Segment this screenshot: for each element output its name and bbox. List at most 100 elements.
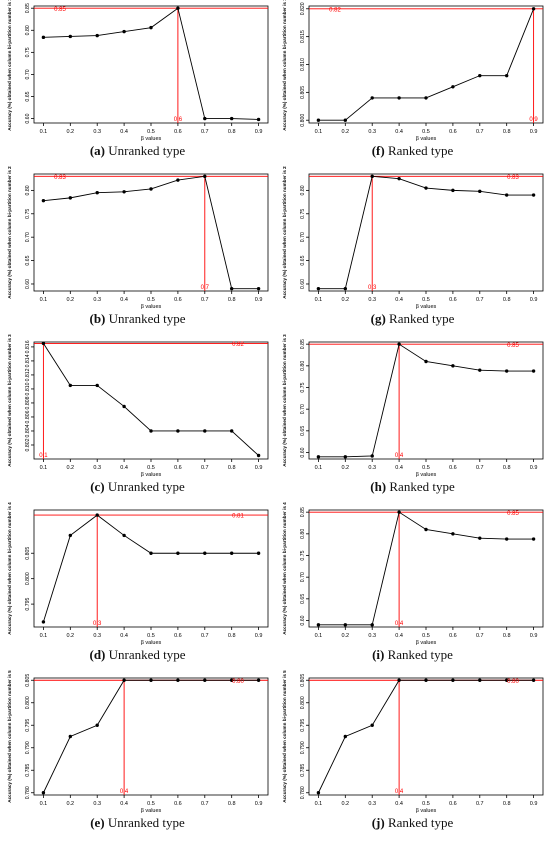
- y-tick-label: 0.806: [25, 410, 31, 423]
- max-accuracy-label: 0.81: [232, 514, 244, 520]
- data-point: [68, 533, 73, 538]
- x-tick-label: 0.8: [228, 297, 236, 303]
- x-axis-label: β values: [416, 640, 437, 646]
- x-tick-label: 0.2: [341, 297, 349, 303]
- y-tick-label: 0.60: [25, 279, 31, 289]
- y-tick-label: 0.85: [300, 339, 306, 349]
- panel-caption: (c) Unranked type: [0, 479, 275, 495]
- data-point: [451, 85, 455, 89]
- data-point: [343, 286, 348, 291]
- x-tick-label: 0.9: [255, 465, 263, 471]
- x-tick-label: 0.1: [40, 297, 48, 303]
- y-tick-label: 0.810: [300, 58, 306, 71]
- chart-panel-g: 0.1 0.2 0.3 0.4 0.5 0.6 0.7 0.8 0.9 β values 0.60 0…: [275, 166, 550, 336]
- best-beta-label: 0.4: [120, 789, 129, 795]
- chart-panel-c: 0.1 0.2 0.3 0.4 0.5 0.6 0.7 0.8 0.9 β values 0.802…: [0, 334, 275, 504]
- caption-text: Unranked type: [104, 479, 185, 494]
- data-point: [424, 186, 428, 190]
- y-tick-label: 0.812: [25, 368, 31, 381]
- best-beta-label: 0.7: [201, 285, 210, 291]
- plot-frame: [308, 5, 544, 124]
- x-tick-label: 0.3: [93, 633, 101, 639]
- y-tick-label: 0.795: [300, 719, 306, 732]
- x-tick-label: 0.7: [201, 129, 209, 135]
- x-tick-label: 0.4: [120, 633, 128, 639]
- caption-text: Ranked type: [384, 143, 454, 158]
- data-point: [149, 678, 153, 682]
- panel-caption: (i) Ranked type: [275, 647, 550, 663]
- x-axis-label: β values: [416, 304, 437, 310]
- caption-letter: (c): [90, 479, 105, 494]
- x-tick-label: 0.3: [93, 129, 101, 135]
- y-tick-label: 0.804: [25, 424, 31, 437]
- x-tick-label: 0.2: [341, 465, 349, 471]
- data-point: [504, 537, 509, 541]
- y-tick-label: 0.65: [25, 255, 31, 265]
- y-tick-label: 0.805: [25, 674, 31, 687]
- x-tick-label: 0.5: [147, 297, 155, 303]
- x-axis-label: β values: [141, 640, 162, 646]
- max-accuracy-label: 0.82: [232, 342, 244, 348]
- y-tick-label: 0.780: [300, 786, 306, 799]
- x-tick-label: 0.7: [201, 633, 209, 639]
- x-tick-label: 0.9: [255, 297, 263, 303]
- data-point: [316, 286, 321, 291]
- x-tick-label: 0.4: [395, 129, 403, 135]
- accuracy-series-line: [43, 679, 259, 793]
- y-tick-label: 0.80: [25, 25, 31, 35]
- x-tick-label: 0.2: [66, 801, 74, 807]
- y-axis-label: Accuracy (%) obtained when column bi-par…: [7, 0, 12, 131]
- data-point: [256, 678, 261, 682]
- y-axis-label: Accuracy (%) obtained when column bi-par…: [282, 334, 287, 467]
- y-tick-label: 0.70: [25, 232, 31, 242]
- data-point: [478, 73, 482, 78]
- x-tick-label: 0.8: [503, 129, 511, 135]
- chart-i: 0.1 0.2 0.3 0.4 0.5 0.6 0.7 0.8 0.9 β values 0.60 0…: [282, 502, 544, 646]
- x-tick-label: 0.1: [40, 465, 48, 471]
- chart-panel-e: 0.1 0.2 0.3 0.4 0.5 0.6 0.7 0.8 0.9 β values 0.780…: [0, 670, 275, 840]
- best-beta-label: 0.9: [529, 117, 538, 123]
- y-tick-label: 0.75: [25, 209, 31, 219]
- x-tick-label: 0.5: [147, 129, 155, 135]
- x-tick-label: 0.8: [228, 129, 236, 135]
- x-tick-label: 0.5: [422, 129, 430, 135]
- data-point: [316, 791, 321, 795]
- x-tick-label: 0.2: [66, 633, 74, 639]
- y-tick-label: 0.785: [25, 764, 31, 777]
- y-tick-label: 0.75: [25, 47, 31, 57]
- y-tick-label: 0.80: [25, 185, 31, 195]
- x-axis-label: β values: [141, 304, 162, 310]
- plot-frame: [33, 509, 269, 628]
- accuracy-series-line: [43, 343, 259, 456]
- data-point: [229, 116, 234, 121]
- chart-f: 0.1 0.2 0.3 0.4 0.5 0.6 0.7 0.8 0.9 β values 0.800…: [282, 0, 544, 142]
- data-point: [531, 537, 536, 541]
- y-tick-label: 0.816: [25, 340, 31, 353]
- x-tick-label: 0.3: [93, 801, 101, 807]
- x-tick-label: 0.6: [449, 633, 457, 639]
- panel-caption: (h) Ranked type: [275, 479, 550, 495]
- plot-frame: [308, 341, 544, 460]
- data-point: [149, 551, 153, 555]
- x-axis-label: β values: [141, 808, 162, 814]
- max-accuracy-label: 0.82: [329, 7, 341, 13]
- y-tick-label: 0.65: [300, 426, 306, 436]
- x-tick-label: 0.2: [66, 297, 74, 303]
- caption-letter: (j): [371, 815, 385, 830]
- chart-h: 0.1 0.2 0.3 0.4 0.5 0.6 0.7 0.8 0.9 β values 0.60 0…: [282, 334, 544, 478]
- y-tick-label: 0.795: [25, 598, 31, 611]
- x-tick-label: 0.4: [120, 801, 128, 807]
- x-tick-label: 0.6: [449, 297, 457, 303]
- accuracy-series-line: [318, 679, 534, 793]
- x-tick-label: 0.5: [422, 297, 430, 303]
- data-point: [41, 341, 46, 346]
- data-point: [424, 678, 428, 682]
- panel-caption: (a) Unranked type: [0, 143, 275, 159]
- x-tick-label: 0.8: [228, 801, 236, 807]
- x-tick-label: 0.6: [174, 465, 182, 471]
- x-tick-label: 0.1: [315, 801, 323, 807]
- data-point: [478, 678, 482, 682]
- x-tick-label: 0.8: [503, 465, 511, 471]
- x-tick-label: 0.3: [368, 465, 376, 471]
- data-point: [370, 96, 374, 100]
